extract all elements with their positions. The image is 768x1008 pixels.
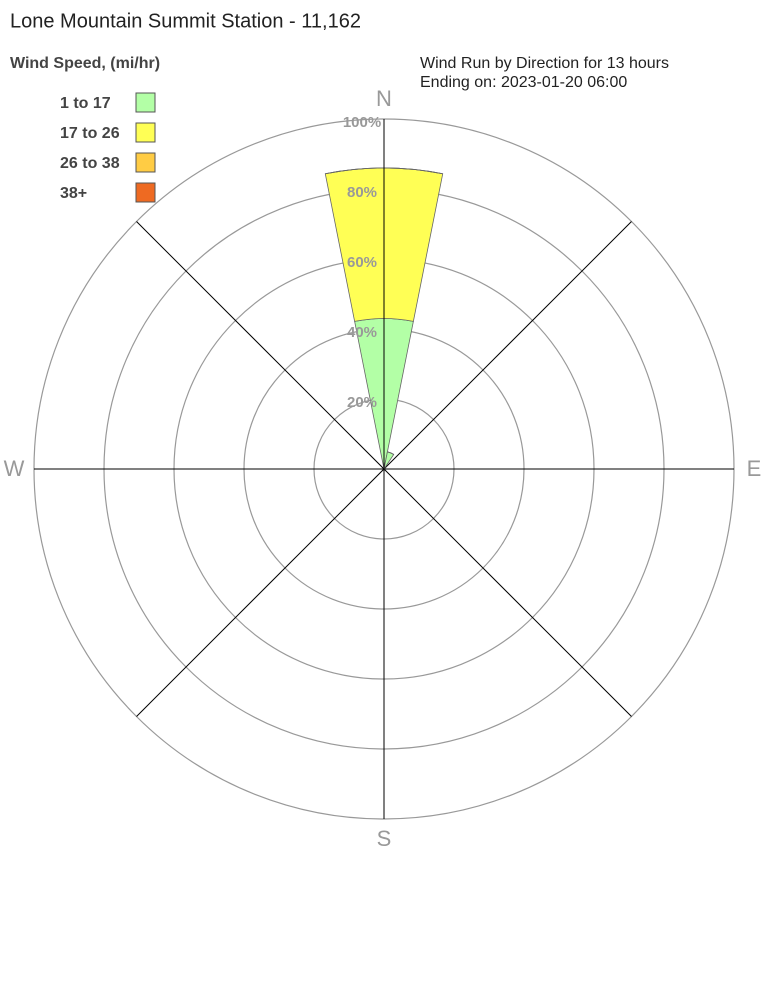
sector xyxy=(325,167,443,175)
subtitle: Ending on: 2023-01-20 06:00 xyxy=(420,74,627,91)
direction-label: W xyxy=(4,456,25,481)
r-tick-label: 60% xyxy=(347,254,377,271)
legend-swatch xyxy=(135,92,156,113)
direction-label: S xyxy=(377,826,392,851)
r-tick-label: 20% xyxy=(347,394,377,411)
spoke xyxy=(136,221,385,470)
legend-label: 17 to 26 xyxy=(60,125,120,142)
direction-label: N xyxy=(376,86,392,111)
r-tick-label: 100% xyxy=(343,114,381,131)
legend-title: Wind Speed, (mi/hr) xyxy=(10,55,160,72)
r-tick-label: 40% xyxy=(347,324,377,341)
legend-label: 38+ xyxy=(60,185,87,202)
chart-title: Lone Mountain Summit Station - 11,162 xyxy=(10,10,361,32)
spoke xyxy=(383,221,632,470)
spoke xyxy=(136,468,385,717)
legend-label: 1 to 17 xyxy=(60,95,111,112)
legend-swatch xyxy=(135,122,156,143)
direction-label: E xyxy=(747,456,762,481)
spoke xyxy=(383,468,632,717)
legend-swatch xyxy=(135,152,156,173)
legend-swatch xyxy=(135,182,156,203)
sector xyxy=(387,451,394,455)
r-tick-label: 80% xyxy=(347,184,377,201)
subtitle: Wind Run by Direction for 13 hours xyxy=(420,55,669,72)
legend-label: 26 to 38 xyxy=(60,155,120,172)
